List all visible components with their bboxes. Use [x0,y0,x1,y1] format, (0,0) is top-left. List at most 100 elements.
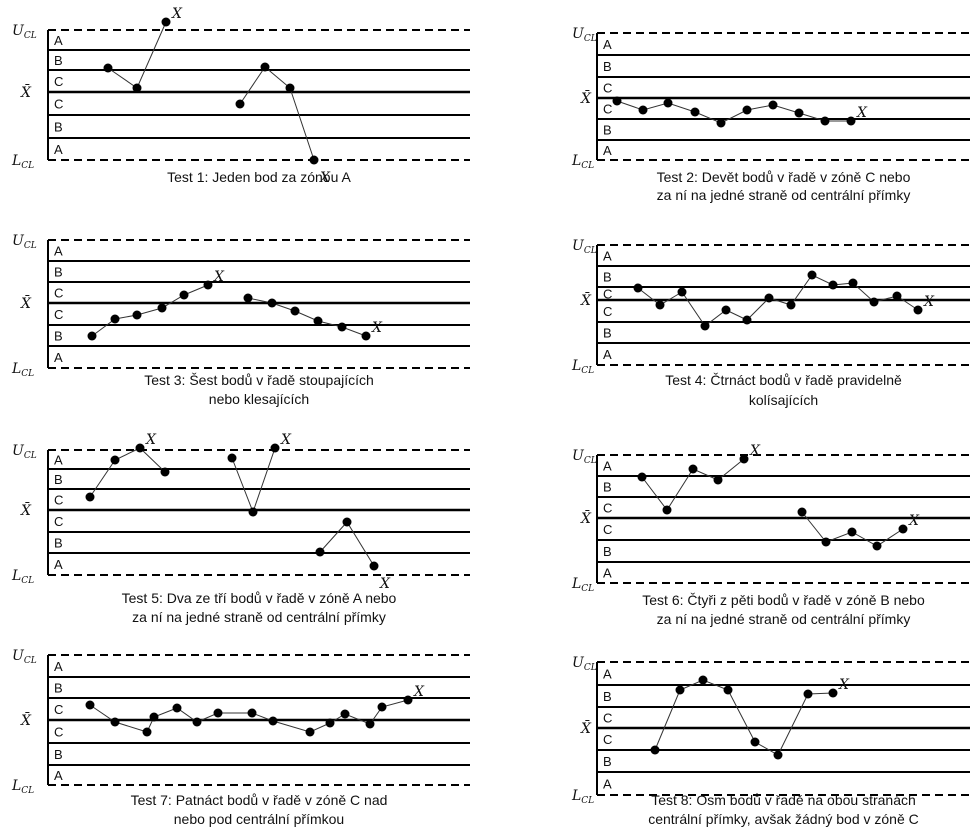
lcl-label-main: L [11,568,21,584]
ucl-label: UCL [12,443,37,461]
zone-label: A [54,33,63,48]
violation-flag: X [749,443,761,459]
data-point [637,472,647,482]
caption: Test 1: Jeden bod za zónou A [167,169,351,185]
data-point [797,507,807,517]
caption: nebo pod centrální přímkou [174,811,344,827]
lcl-label: LCL [571,788,594,806]
lcl-label-sub: CL [581,796,594,806]
trend-line [616,100,851,124]
zone-label: B [603,754,612,769]
zone-label: C [603,501,612,516]
zone-label: C [54,725,63,740]
data-point [662,505,672,515]
zone-label: A [54,142,63,157]
zone-label: B [54,536,63,551]
zone-label: C [603,102,612,117]
data-point [337,322,347,332]
lcl-label-sub: CL [21,161,34,171]
data-point [892,291,902,301]
data-point [650,745,660,755]
data-point [663,98,673,108]
zone-label: C [54,514,63,529]
lcl-label: LCL [11,778,34,796]
lcl-label-sub: CL [581,584,594,594]
data-point [869,297,879,307]
data-point [742,315,752,325]
data-point [768,100,778,110]
zone-label: B [54,53,63,68]
ucl-label-sub: CL [24,451,37,461]
data-point [612,96,622,106]
ucl-label-sub: CL [24,241,37,251]
data-point [227,453,237,463]
data-point [739,454,749,464]
data-point [716,118,726,128]
data-point [110,314,120,324]
ucl-label-sub: CL [584,663,597,673]
data-point [243,293,253,303]
trend-line [239,66,315,161]
lcl-label: LCL [11,568,34,586]
caption: Test 6: Čtyři z pěti bodů v řadě v zóně … [642,592,925,608]
zone-label: C [54,307,63,322]
data-point [172,703,182,713]
data-point [315,547,325,557]
data-point [846,116,856,126]
data-point [690,107,700,117]
lcl-label-main: L [571,788,581,804]
lcl-label-sub: CL [21,369,34,379]
zone-label: A [603,37,612,52]
zone-label: B [603,326,612,341]
caption: centrální přímky, avšak žádný bod v zóně… [648,811,919,827]
zone-label: A [54,453,63,468]
data-point [192,717,202,727]
data-point [898,524,908,534]
data-point [135,443,145,453]
zone-label: A [54,557,63,572]
data-point [110,455,120,465]
data-point [377,702,387,712]
data-point [103,63,113,73]
trend-line [231,447,276,514]
data-point [260,62,270,72]
data-point [750,737,760,747]
ucl-label: UCL [12,233,37,251]
zone-label: A [603,566,612,581]
zone-label: A [54,659,63,674]
ucl-label-main: U [572,448,585,464]
data-point [161,17,171,27]
data-point [638,105,648,115]
violation-flag: X [838,677,850,693]
lcl-label-main: L [571,358,581,374]
data-point [325,718,335,728]
ucl-label-main: U [12,443,25,459]
zone-label: B [603,123,612,138]
data-point [290,306,300,316]
data-point [361,331,371,341]
violation-flag: X [319,170,331,186]
data-point [85,492,95,502]
zone-label: C [603,304,612,319]
data-point [700,321,710,331]
data-point [142,727,152,737]
ucl-label-sub: CL [24,656,37,666]
data-point [369,561,379,571]
lcl-label: LCL [11,361,34,379]
data-point [213,708,223,718]
data-point [820,116,830,126]
caption: za ní na jedné straně od centrální přímk… [132,609,386,625]
trend-line [89,447,166,498]
lcl-label-sub: CL [21,576,34,586]
center-label: X̄ [20,83,32,101]
ucl-label-main: U [572,26,585,42]
data-point [342,517,352,527]
data-point [655,300,665,310]
zone-label: B [54,747,63,762]
data-point [85,700,95,710]
zone-label: C [603,711,612,726]
